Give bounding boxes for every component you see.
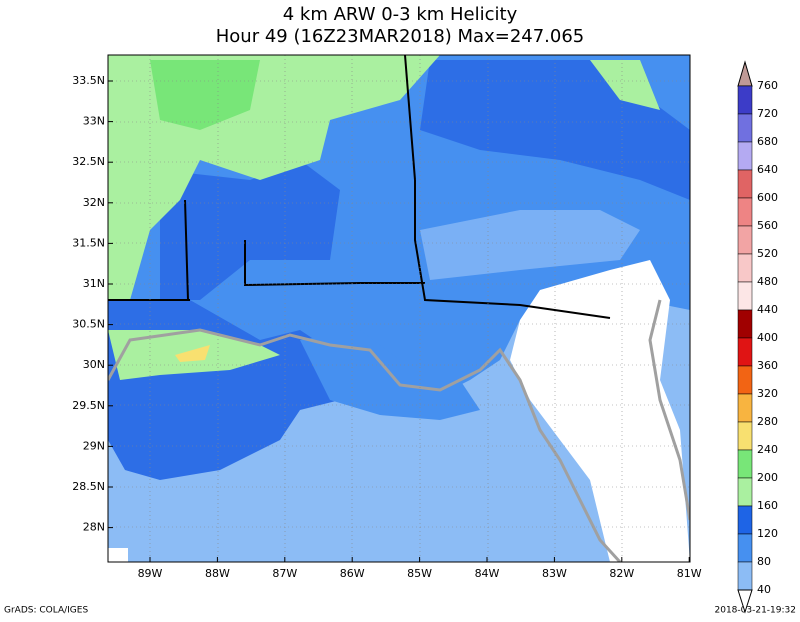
lat-label: 30.5N: [72, 318, 105, 331]
lon-label: 86W: [340, 567, 365, 580]
state-borders: [108, 55, 611, 319]
colorbar-label: 440: [757, 303, 778, 316]
colorbar-label: 40: [757, 583, 771, 596]
colorbar-segment: [737, 449, 753, 479]
colorbar-label: 480: [757, 275, 778, 288]
colorbar-segment: [737, 85, 753, 115]
colorbar-label: 600: [757, 191, 778, 204]
colorbar-over: [737, 60, 753, 87]
lat-label: 32N: [83, 196, 105, 209]
footer-left: GrADS: COLA/IGES: [4, 606, 88, 616]
lon-label: 84W: [475, 567, 500, 580]
lat-label: 31N: [83, 277, 105, 290]
colorbar-segment: [737, 253, 753, 283]
colorbar-label: 720: [757, 107, 778, 120]
colorbar-segment: [737, 421, 753, 451]
colorbar-label: 160: [757, 499, 778, 512]
lon-label: 82W: [609, 567, 634, 580]
lon-label: 83W: [542, 567, 567, 580]
colorbar-segment: [737, 309, 753, 339]
title: 4 km ARW 0-3 km Helicity: [283, 4, 518, 25]
lon-label: 89W: [138, 567, 163, 580]
colorbar-segment: [737, 281, 753, 311]
map: [107, 54, 691, 563]
colorbar-segment: [737, 533, 753, 563]
colorbar-label: 200: [757, 471, 778, 484]
coastline: [108, 328, 622, 562]
colorbar-label: 640: [757, 163, 778, 176]
lat-label: 29.5N: [72, 399, 105, 412]
lat-label: 33N: [83, 115, 105, 128]
colorbar-label: 560: [757, 219, 778, 232]
lat-label: 28.5N: [72, 480, 105, 493]
lat-label: 29N: [83, 439, 105, 452]
colorbar-under: [737, 589, 753, 614]
colorbar-label: 360: [757, 359, 778, 372]
lon-label: 88W: [205, 567, 230, 580]
colorbar-label: 400: [757, 331, 778, 344]
colorbar-label: 120: [757, 527, 778, 540]
colorbar-label: 80: [757, 555, 771, 568]
colorbar-segment: [737, 169, 753, 199]
colorbar-label: 680: [757, 135, 778, 148]
colorbar-segment: [737, 113, 753, 143]
subtitle: Hour 49 (16Z23MAR2018) Max=247.065: [216, 26, 585, 47]
colorbar-segment: [737, 141, 753, 171]
lon-label: 87W: [272, 567, 297, 580]
colorbar-label: 320: [757, 387, 778, 400]
footer-right: 2018-03-21-19:32: [715, 606, 797, 616]
map-frame: [107, 54, 691, 563]
lat-label: 31.5N: [72, 236, 105, 249]
lat-label: 28N: [83, 521, 105, 534]
lat-label: 32.5N: [72, 155, 105, 168]
colorbar-label: 280: [757, 415, 778, 428]
lon-label: 85W: [407, 567, 432, 580]
lat-label: 33.5N: [72, 74, 105, 87]
lon-label: 81W: [677, 567, 702, 580]
colorbar-segment: [737, 197, 753, 227]
colorbar-segment: [737, 505, 753, 535]
colorbar-segment: [737, 477, 753, 507]
lat-label: 30N: [83, 358, 105, 371]
colorbar-segment: [737, 561, 753, 591]
colorbar-segment: [737, 337, 753, 367]
colorbar-segment: [737, 393, 753, 423]
colorbar-label: 760: [757, 79, 778, 92]
colorbar-segment: [737, 365, 753, 395]
colorbar-label: 520: [757, 247, 778, 260]
colorbar-segment: [737, 225, 753, 255]
colorbar-label: 240: [757, 443, 778, 456]
